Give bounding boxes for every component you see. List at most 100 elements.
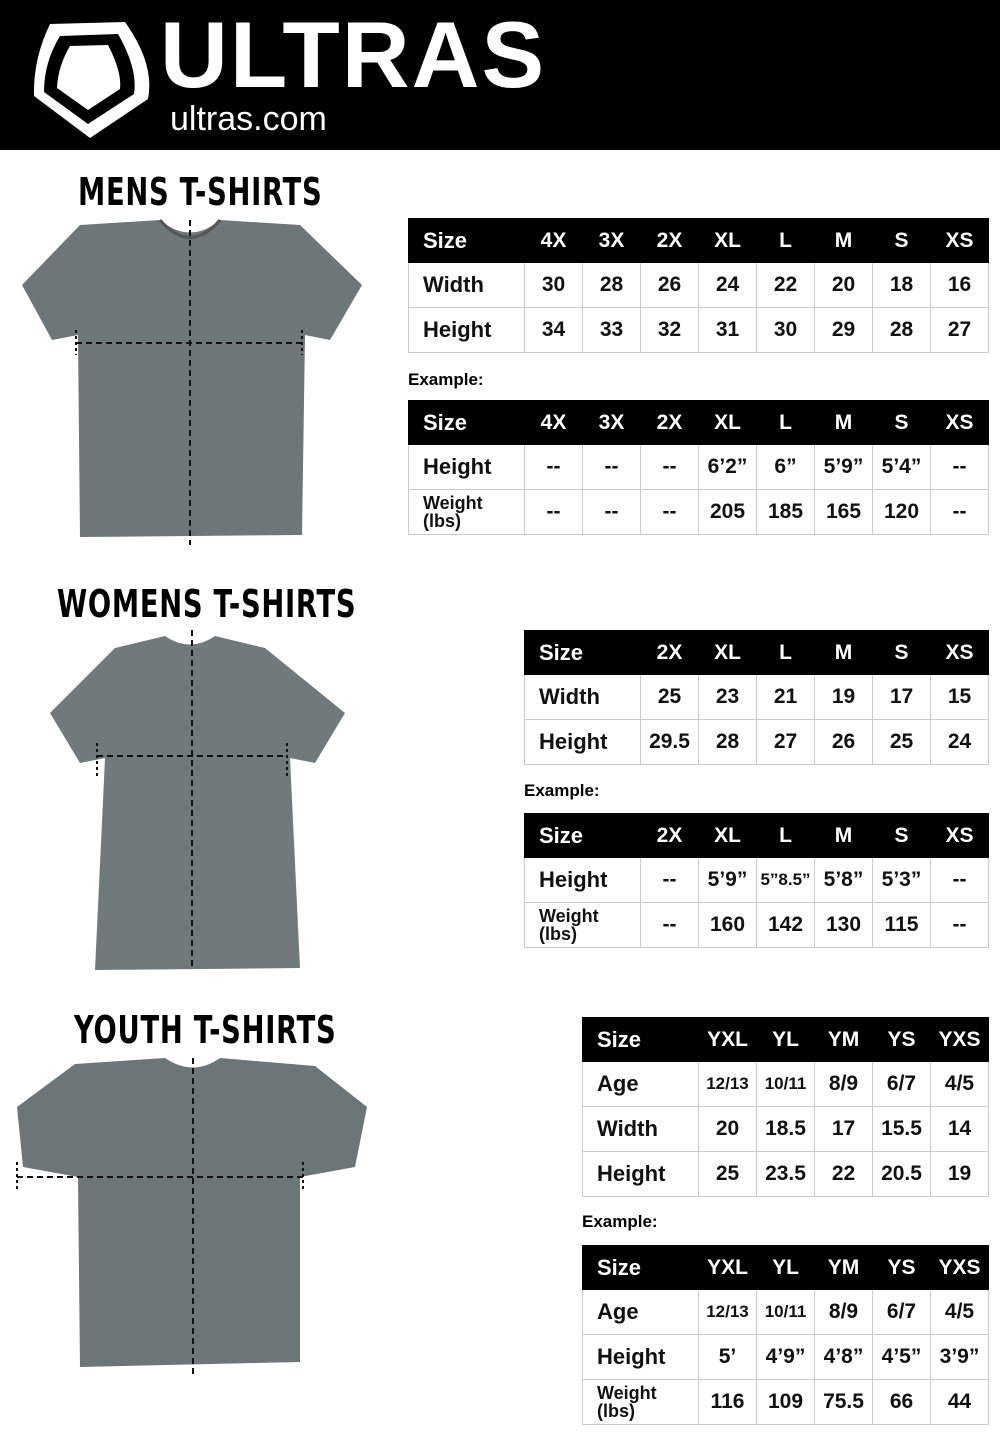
table-cell: -- (930, 444, 989, 490)
youth-example-label: Example: (582, 1212, 658, 1231)
size-header: YXS (930, 1017, 989, 1062)
table-cell: 17 (872, 674, 931, 720)
table-cell: 24 (930, 719, 989, 765)
table-cell: 116 (698, 1379, 757, 1425)
table-cell: 30 (756, 307, 815, 353)
table-cell: 4/5 (930, 1061, 989, 1107)
table-cell: 25 (640, 674, 699, 720)
table-row: Width 25 23 21 19 17 15 (524, 674, 989, 720)
size-header: S (872, 400, 931, 445)
youth-title: YOUTH T-SHIRTS (74, 1008, 337, 1052)
row-label: Height (582, 1334, 699, 1380)
size-header: XS (930, 400, 989, 445)
table-cell: 130 (814, 902, 873, 948)
table-cell: 28 (872, 307, 931, 353)
row-label: Weight (lbs) (524, 902, 641, 948)
size-header: 4X (524, 400, 583, 445)
table-cell: 5’8” (814, 857, 873, 903)
size-header: 3X (582, 218, 641, 263)
brand-url: ultras.com (170, 100, 327, 138)
table-cell: 44 (930, 1379, 989, 1425)
table-cell: 6’2” (698, 444, 757, 490)
table-row: Height -- -- -- 6’2” 6” 5’9” 5’4” -- (408, 444, 989, 490)
table-cell: -- (582, 489, 641, 535)
row-label: Width (408, 262, 525, 308)
table-cell: 5’3” (872, 857, 931, 903)
row-label: Size (524, 813, 641, 858)
table-cell: 29.5 (640, 719, 699, 765)
table-cell: 28 (698, 719, 757, 765)
mens-shirt-image (22, 219, 362, 545)
row-label: Size (524, 630, 641, 675)
table-cell: -- (640, 857, 699, 903)
row-label: Height (408, 444, 525, 490)
youth-size-table: Size YXL YL YM YS YXS Age 12/13 10/11 8/9 6/7 4/5 Wi… (582, 1017, 989, 1197)
womens-example-table: Size 2X XL L M S XS Height -- 5’9” 5”8.5” 5’8” 5’3” -… (524, 813, 989, 948)
weight-label: Weight (lbs) (597, 1383, 657, 1421)
womens-size-table: Size 2X XL L M S XS Width 25 23 21 19 17 15 Height 29.5… (524, 630, 989, 765)
table-row: Height -- 5’9” 5”8.5” 5’8” 5’3” -- (524, 857, 989, 903)
table-cell: 26 (814, 719, 873, 765)
table-cell: 5’4” (872, 444, 931, 490)
size-header: YXL (698, 1017, 757, 1062)
table-cell: 31 (698, 307, 757, 353)
table-cell: 34 (524, 307, 583, 353)
table-cell: 4/5 (930, 1289, 989, 1335)
table-cell: 15.5 (872, 1106, 931, 1152)
row-label: Age (582, 1289, 699, 1335)
table-cell: 12/13 (698, 1289, 757, 1335)
table-cell: 32 (640, 307, 699, 353)
table-row: Weight (lbs) 116 109 75.5 66 44 (582, 1379, 989, 1425)
table-cell: 27 (930, 307, 989, 353)
table-cell: -- (640, 444, 699, 490)
table-cell: 6/7 (872, 1289, 931, 1335)
table-cell: 109 (756, 1379, 815, 1425)
size-header: XL (698, 813, 757, 858)
row-label: Weight (lbs) (582, 1379, 699, 1425)
size-header: M (814, 630, 873, 675)
size-header: YS (872, 1017, 931, 1062)
row-label: Height (408, 307, 525, 353)
brand-name: ULTRAS (160, 2, 547, 107)
table-row: Height 29.5 28 27 26 25 24 (524, 719, 989, 765)
size-header: 3X (582, 400, 641, 445)
row-label: Width (524, 674, 641, 720)
table-cell: 66 (872, 1379, 931, 1425)
table-cell: -- (640, 489, 699, 535)
size-header: 4X (524, 218, 583, 263)
size-header: S (872, 630, 931, 675)
table-row: Weight (lbs) -- 160 142 130 115 -- (524, 902, 989, 948)
row-label: Weight (lbs) (408, 489, 525, 535)
table-cell: 5’ (698, 1334, 757, 1380)
table-cell: 165 (814, 489, 873, 535)
size-header: S (872, 218, 931, 263)
row-label: Width (582, 1106, 699, 1152)
weight-label: Weight (lbs) (539, 906, 599, 944)
size-header: 2X (640, 218, 699, 263)
womens-shirt-image (50, 630, 345, 970)
table-row: Age 12/13 10/11 8/9 6/7 4/5 (582, 1061, 989, 1107)
table-cell: 75.5 (814, 1379, 873, 1425)
table-cell: 23 (698, 674, 757, 720)
table-cell: 4’5” (872, 1334, 931, 1380)
table-cell: 27 (756, 719, 815, 765)
table-cell: 120 (872, 489, 931, 535)
size-header: YM (814, 1245, 873, 1290)
table-cell: -- (930, 489, 989, 535)
table-header-row: Size YXL YL YM YS YXS (582, 1245, 989, 1290)
table-header-row: Size 4X 3X 2X XL L M S XS (408, 400, 989, 445)
row-label: Size (582, 1017, 699, 1062)
table-cell: 3’9” (930, 1334, 989, 1380)
row-label: Height (524, 719, 641, 765)
size-header: L (756, 630, 815, 675)
size-header: XL (698, 630, 757, 675)
table-cell: 4’9” (756, 1334, 815, 1380)
table-cell: 30 (524, 262, 583, 308)
mens-title: MENS T-SHIRTS (78, 170, 323, 214)
row-label: Height (582, 1151, 699, 1197)
table-cell: -- (640, 902, 699, 948)
brand-header: ULTRAS ultras.com (0, 0, 1000, 150)
youth-example-table: Size YXL YL YM YS YXS Age 12/13 10/11 8/9 6/7 4/5 He… (582, 1245, 989, 1425)
size-header: 2X (640, 630, 699, 675)
size-header: XS (930, 813, 989, 858)
